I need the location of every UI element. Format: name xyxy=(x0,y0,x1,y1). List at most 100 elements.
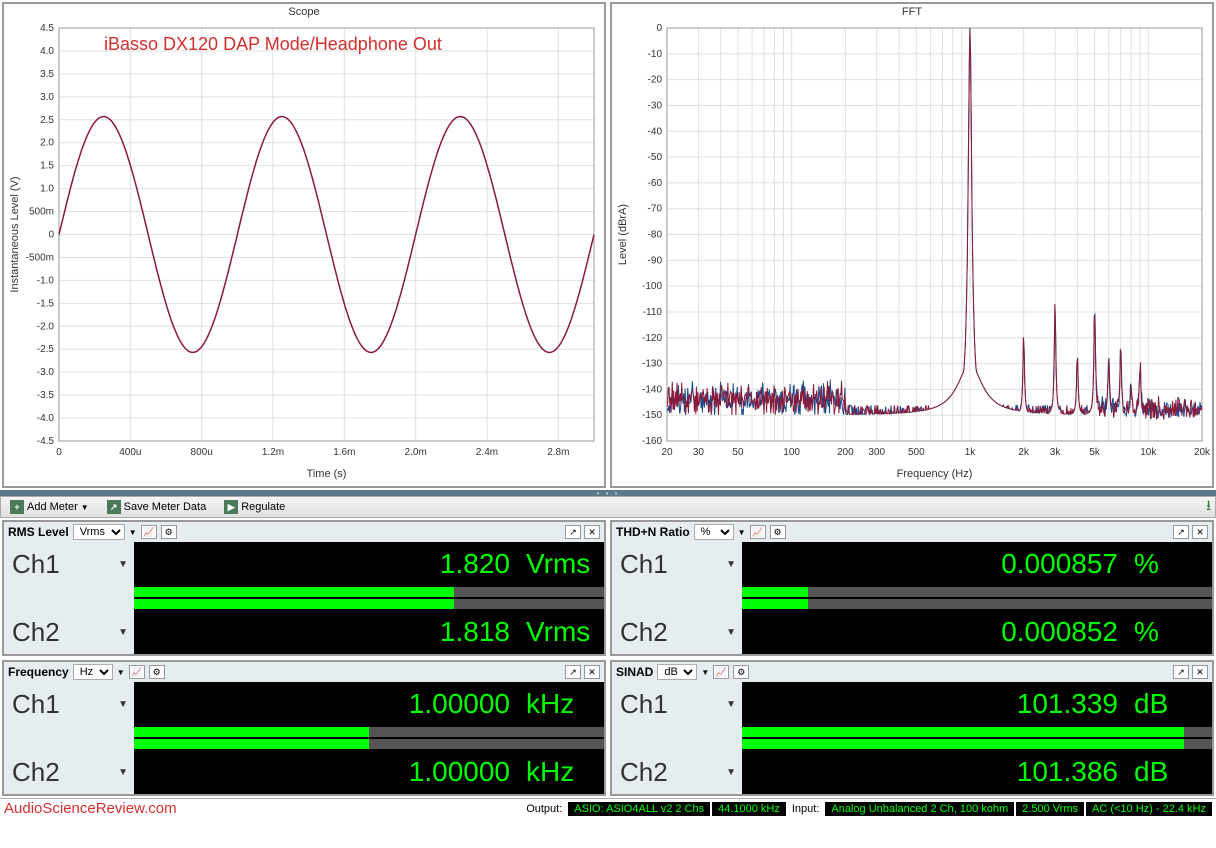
input-bw[interactable]: AC (<10 Hz) - 22.4 kHz xyxy=(1086,802,1212,816)
popout-icon[interactable]: ↗ xyxy=(565,665,581,679)
svg-text:-110: -110 xyxy=(643,307,663,318)
svg-text:400u: 400u xyxy=(119,447,141,458)
svg-text:-2.0: -2.0 xyxy=(37,321,55,332)
svg-text:0: 0 xyxy=(48,230,54,241)
svg-text:3k: 3k xyxy=(1050,447,1062,458)
rms-ch2-label[interactable]: Ch2▼ xyxy=(4,610,134,654)
scope-title: Scope xyxy=(4,4,604,20)
gear-icon[interactable]: ⚙ xyxy=(770,525,786,539)
svg-text:-1.0: -1.0 xyxy=(37,275,55,286)
add-meter-button[interactable]: + Add Meter ▼ xyxy=(5,498,94,516)
freq-ch2-label[interactable]: Ch2▼ xyxy=(4,750,134,794)
svg-text:-10: -10 xyxy=(648,49,663,60)
svg-text:3.5: 3.5 xyxy=(40,69,54,80)
svg-text:-70: -70 xyxy=(648,204,663,215)
sinad-unit-select[interactable]: dB xyxy=(657,664,697,680)
graph-icon[interactable]: 📈 xyxy=(129,665,145,679)
svg-text:-3.0: -3.0 xyxy=(37,367,55,378)
save-meter-button[interactable]: ↗ Save Meter Data xyxy=(102,498,212,516)
svg-text:5k: 5k xyxy=(1089,447,1101,458)
export-icon: ↗ xyxy=(107,500,121,514)
svg-text:20k: 20k xyxy=(1194,447,1211,458)
gear-icon[interactable]: ⚙ xyxy=(733,665,749,679)
svg-text:-20: -20 xyxy=(648,75,663,86)
thdn-ch1-value: 0.000857 xyxy=(1001,548,1118,580)
svg-text:2.4m: 2.4m xyxy=(476,447,498,458)
freq-title: Frequency xyxy=(8,665,69,679)
freq-ch1-label[interactable]: Ch1▼ xyxy=(4,682,134,726)
plus-icon: + xyxy=(10,500,24,514)
freq-ch1-unit: kHz xyxy=(526,688,596,720)
close-icon[interactable]: ✕ xyxy=(584,525,600,539)
freq-ch1-bar xyxy=(134,727,604,737)
thdn-ch2-label[interactable]: Ch2▼ xyxy=(612,610,742,654)
output-device[interactable]: ASIO: ASIO4ALL v2 2 Chs xyxy=(568,802,710,816)
close-icon[interactable]: ✕ xyxy=(1192,665,1208,679)
scope-panel: Scope iBasso DX120 DAP Mode/Headphone Ou… xyxy=(2,2,606,488)
input-level[interactable]: 2.500 Vrms xyxy=(1016,802,1084,816)
svg-text:-4.0: -4.0 xyxy=(37,413,55,424)
popout-icon[interactable]: ↗ xyxy=(565,525,581,539)
save-meter-label: Save Meter Data xyxy=(124,501,207,513)
thdn-ch2-unit: % xyxy=(1134,616,1204,648)
rms-title: RMS Level xyxy=(8,525,69,539)
svg-text:1.0: 1.0 xyxy=(40,184,54,195)
svg-text:2k: 2k xyxy=(1018,447,1030,458)
thdn-meter-panel: THD+N Ratio % ▼ 📈 ⚙ ↗ ✕ Ch1▼ 0.000857 % xyxy=(610,520,1214,656)
graph-icon[interactable]: 📈 xyxy=(141,525,157,539)
fft-title: FFT xyxy=(612,4,1212,20)
close-icon[interactable]: ✕ xyxy=(584,665,600,679)
input-device[interactable]: Analog Unbalanced 2 Ch, 100 kohm xyxy=(825,802,1014,816)
svg-text:1k: 1k xyxy=(965,447,977,458)
thdn-ch2-value: 0.000852 xyxy=(1001,616,1118,648)
svg-text:0: 0 xyxy=(656,23,662,34)
graph-icon[interactable]: 📈 xyxy=(750,525,766,539)
svg-text:-100: -100 xyxy=(642,281,662,292)
svg-text:-500m: -500m xyxy=(26,252,54,263)
site-link[interactable]: AudioScienceReview.com xyxy=(0,800,181,817)
graph-icon[interactable]: 📈 xyxy=(713,665,729,679)
svg-text:-160: -160 xyxy=(642,436,662,447)
rms-ch1-label[interactable]: Ch1▼ xyxy=(4,542,134,586)
fft-chart: -160-150-140-130-120-110-100-90-80-70-60… xyxy=(612,20,1212,486)
svg-text:-60: -60 xyxy=(648,178,663,189)
meter-toolbar: + Add Meter ▼ ↗ Save Meter Data ▶ Regula… xyxy=(0,496,1216,518)
gear-icon[interactable]: ⚙ xyxy=(149,665,165,679)
sinad-ch2-value: 101.386 xyxy=(1017,756,1118,788)
svg-text:200: 200 xyxy=(837,447,854,458)
popout-icon[interactable]: ↗ xyxy=(1173,665,1189,679)
popout-icon[interactable]: ↗ xyxy=(1173,525,1189,539)
download-icon[interactable]: ⭳ xyxy=(1206,495,1211,519)
freq-ch2-unit: kHz xyxy=(526,756,596,788)
regulate-button[interactable]: ▶ Regulate xyxy=(219,498,290,516)
sinad-ch1-label[interactable]: Ch1▼ xyxy=(612,682,742,726)
svg-text:2.0: 2.0 xyxy=(40,138,54,149)
output-label: Output: xyxy=(522,803,566,815)
freq-unit-select[interactable]: Hz xyxy=(73,664,113,680)
sinad-title: SINAD xyxy=(616,665,653,679)
svg-text:100: 100 xyxy=(783,447,800,458)
sinad-ch2-label[interactable]: Ch2▼ xyxy=(612,750,742,794)
sinad-ch2-bar xyxy=(742,739,1212,749)
svg-text:1.6m: 1.6m xyxy=(333,447,355,458)
thdn-ch1-label[interactable]: Ch1▼ xyxy=(612,542,742,586)
output-sr[interactable]: 44.1000 kHz xyxy=(712,802,786,816)
close-icon[interactable]: ✕ xyxy=(1192,525,1208,539)
svg-text:4.0: 4.0 xyxy=(40,46,54,57)
rms-unit-select[interactable]: Vrms xyxy=(73,524,125,540)
regulate-label: Regulate xyxy=(241,501,285,513)
svg-text:2.5: 2.5 xyxy=(40,115,54,126)
svg-text:2.8m: 2.8m xyxy=(547,447,569,458)
gear-icon[interactable]: ⚙ xyxy=(161,525,177,539)
svg-text:-30: -30 xyxy=(648,100,663,111)
freq-ch2-value: 1.00000 xyxy=(409,756,510,788)
input-label: Input: xyxy=(788,803,824,815)
scope-chart: -4.5-4.0-3.5-3.0-2.5-2.0-1.5-1.0-500m050… xyxy=(4,20,604,486)
svg-text:-120: -120 xyxy=(642,333,662,344)
status-bar: AudioScienceReview.com Output: ASIO: ASI… xyxy=(0,798,1216,818)
thdn-unit-select[interactable]: % xyxy=(694,524,734,540)
svg-text:2.0m: 2.0m xyxy=(405,447,427,458)
sinad-ch1-bar xyxy=(742,727,1212,737)
svg-text:300: 300 xyxy=(868,447,885,458)
overlay-text: iBasso DX120 DAP Mode/Headphone Out xyxy=(104,34,442,55)
